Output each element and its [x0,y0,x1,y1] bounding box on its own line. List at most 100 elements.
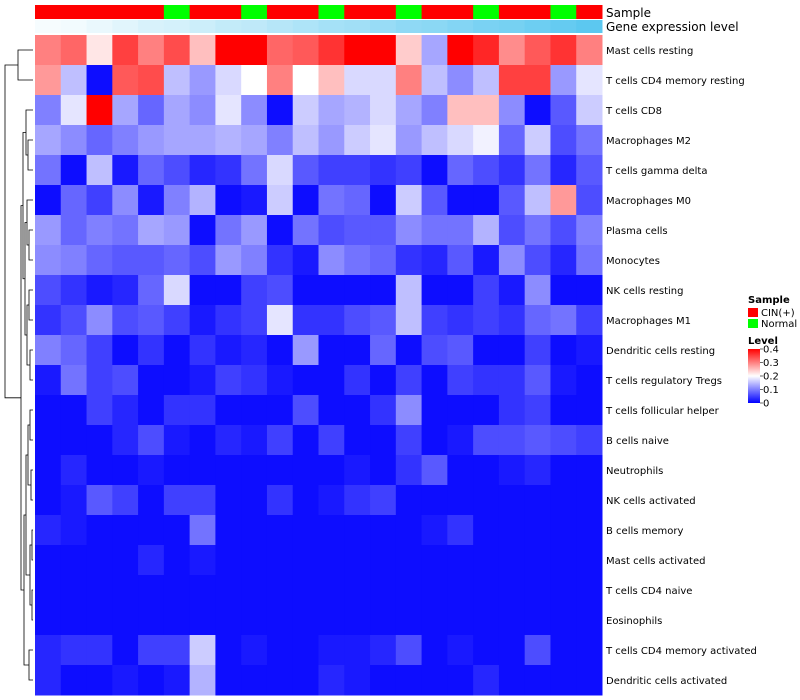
heatmap-cell [189,95,216,126]
heatmap-cell [550,455,577,486]
heatmap-cell [524,125,551,156]
heatmap-cell [524,425,551,456]
heatmap-cell [524,545,551,576]
dendrogram-branch [28,649,33,681]
legend-level-tick-label: 0 [763,399,769,410]
heatmap-cell [473,575,500,606]
gene-expression-cell [370,20,397,33]
heatmap-cell [86,65,113,96]
gene-expression-cell [35,20,62,33]
heatmap-cell [318,665,345,696]
heatmap-cell [370,365,397,396]
heatmap-cell [498,275,526,306]
heatmap-cell [60,575,88,606]
heatmap-cell [550,155,577,186]
heatmap-cell [163,275,191,306]
heatmap-cell [86,605,113,636]
heatmap-cell [266,185,294,216]
heatmap-cell [60,95,88,126]
heatmap-cell [344,425,371,456]
heatmap-cell [421,65,448,96]
heatmap-cell [292,35,319,66]
sample-annotation-cell [266,5,294,19]
sample-annotation-cell [395,5,423,19]
heatmap-cell [344,185,371,216]
heatmap-cell [241,335,268,366]
heatmap-cell [370,275,397,306]
heatmap-cell [35,455,62,486]
heatmap-cell [163,305,191,336]
heatmap-cell [421,95,448,126]
heatmap-cell [189,245,216,276]
heatmap-cell [189,365,216,396]
row-label: T cells gamma delta [605,166,707,177]
heatmap-cell [292,515,319,546]
heatmap-cell [138,455,165,486]
heatmap-cell [318,455,345,486]
heatmap-cell [292,605,319,636]
heatmap-cell [550,35,577,66]
heatmap-cell [318,305,345,336]
heatmap-cell [498,485,526,516]
heatmap-cell [395,125,423,156]
heatmap-cell [344,365,371,396]
heatmap-cell [498,185,526,216]
sample-annotation-cell [550,5,577,19]
heatmap-cell [421,305,448,336]
heatmap-cell [215,335,242,366]
heatmap-cell [163,665,191,696]
heatmap-cell [344,605,371,636]
heatmap-cell [292,155,319,186]
heatmap-cell [473,65,500,96]
heatmap-cell [215,605,242,636]
gene-expression-cell [395,20,423,33]
heatmap-cell [550,65,577,96]
gene-expression-cell [344,20,371,33]
gene-expression-cell [576,20,603,33]
heatmap-cell [163,575,191,606]
heatmap-cell [189,395,216,426]
heatmap-cell [447,425,474,456]
heatmap-cell [266,95,294,126]
heatmap-cell [370,485,397,516]
heatmap-cell [576,395,603,426]
heatmap-cell [498,95,526,126]
sample-annotation-cell [344,5,371,19]
heatmap-cell [550,125,577,156]
heatmap-cell [550,575,577,606]
heatmap-cell [421,185,448,216]
heatmap-cell [447,665,474,696]
heatmap-cell [473,485,500,516]
heatmap-cell [550,605,577,636]
heatmap-cell [370,95,397,126]
heatmap-cell [447,275,474,306]
heatmap-cell [344,95,371,126]
heatmap-cell [421,395,448,426]
heatmap-cell [524,635,551,666]
heatmap-cell [576,95,603,126]
heatmap-cell [60,305,88,336]
heatmap-cell [447,35,474,66]
heatmap-cell [344,635,371,666]
heatmap-cell [86,335,113,366]
heatmap-cell [550,335,577,366]
gene-expression-cell [550,20,577,33]
dendrogram-branch [29,349,33,381]
heatmap-cell [35,275,62,306]
heatmap-cell [215,545,242,576]
heatmap-cell [421,335,448,366]
heatmap-cell [318,635,345,666]
heatmap-cell [550,185,577,216]
row-label: Macrophages M2 [606,136,691,147]
dendrogram-branch [25,109,33,156]
heatmap-cell [344,485,371,516]
heatmap-cell [189,575,216,606]
heatmap-cell [266,605,294,636]
dendrogram-branch [27,139,33,171]
heatmap-cell [112,125,139,156]
heatmap-cell [292,185,319,216]
heatmap-cell [215,665,242,696]
heatmap-cell [473,395,500,426]
heatmap-cell [86,275,113,306]
heatmap-cell [318,335,345,366]
